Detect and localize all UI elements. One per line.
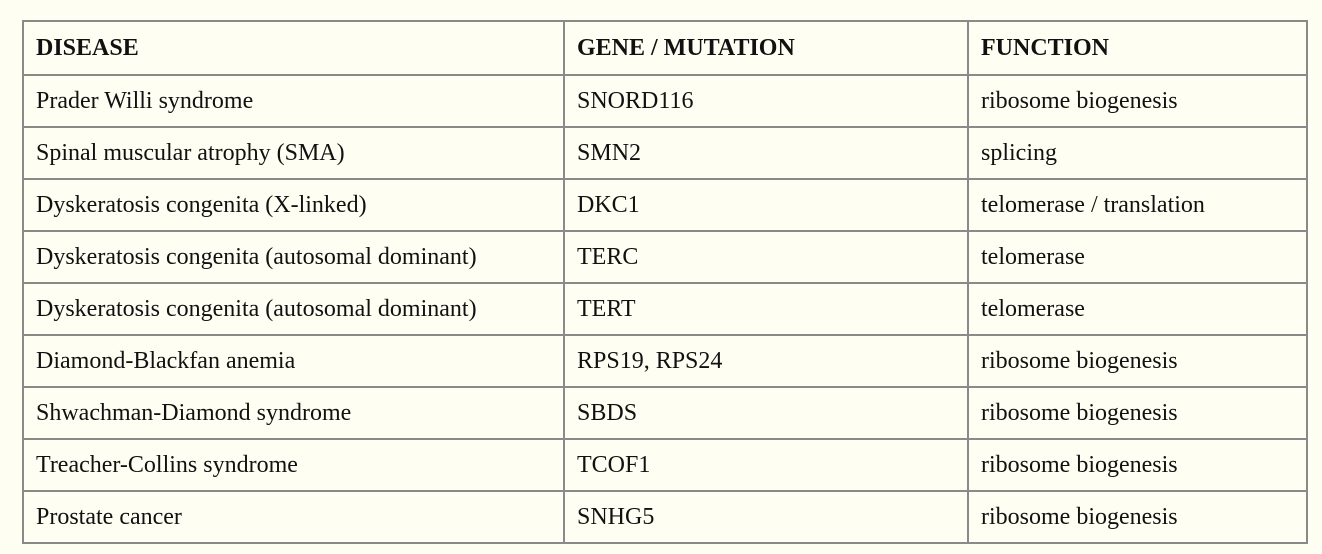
cell-disease: Prostate cancer bbox=[22, 490, 565, 544]
table-header-row: DISEASE GENE / MUTATION FUNCTION bbox=[22, 20, 1308, 76]
table-row: Shwachman-Diamond syndrome SBDS ribosome… bbox=[22, 386, 1308, 440]
table-row: Spinal muscular atrophy (SMA) SMN2 splic… bbox=[22, 126, 1308, 180]
table-row: Dyskeratosis congenita (autosomal domina… bbox=[22, 282, 1308, 336]
cell-function: telomerase bbox=[967, 282, 1308, 336]
cell-disease: Dyskeratosis congenita (autosomal domina… bbox=[22, 230, 565, 284]
cell-disease: Diamond-Blackfan anemia bbox=[22, 334, 565, 388]
cell-gene: SNORD116 bbox=[563, 74, 969, 128]
cell-disease: Treacher-Collins syndrome bbox=[22, 438, 565, 492]
table-row: Treacher-Collins syndrome TCOF1 ribosome… bbox=[22, 438, 1308, 492]
cell-disease: Dyskeratosis congenita (X-linked) bbox=[22, 178, 565, 232]
table-row: Dyskeratosis congenita (X-linked) DKC1 t… bbox=[22, 178, 1308, 232]
cell-function: ribosome biogenesis bbox=[967, 490, 1308, 544]
table-row: Prostate cancer SNHG5 ribosome biogenesi… bbox=[22, 490, 1308, 544]
cell-gene: SNHG5 bbox=[563, 490, 969, 544]
table-row: Prader Willi syndrome SNORD116 ribosome … bbox=[22, 74, 1308, 128]
cell-disease: Shwachman-Diamond syndrome bbox=[22, 386, 565, 440]
cell-function: ribosome biogenesis bbox=[967, 334, 1308, 388]
cell-disease: Spinal muscular atrophy (SMA) bbox=[22, 126, 565, 180]
cell-function: splicing bbox=[967, 126, 1308, 180]
cell-gene: SMN2 bbox=[563, 126, 969, 180]
cell-gene: RPS19, RPS24 bbox=[563, 334, 969, 388]
cell-function: ribosome biogenesis bbox=[967, 438, 1308, 492]
disease-table-container: DISEASE GENE / MUTATION FUNCTION Prader … bbox=[22, 20, 1308, 544]
cell-function: ribosome biogenesis bbox=[967, 74, 1308, 128]
header-disease: DISEASE bbox=[22, 20, 565, 76]
cell-function: telomerase bbox=[967, 230, 1308, 284]
cell-function: telomerase / translation bbox=[967, 178, 1308, 232]
cell-gene: TCOF1 bbox=[563, 438, 969, 492]
cell-gene: SBDS bbox=[563, 386, 969, 440]
header-function: FUNCTION bbox=[967, 20, 1308, 76]
cell-disease: Dyskeratosis congenita (autosomal domina… bbox=[22, 282, 565, 336]
cell-gene: DKC1 bbox=[563, 178, 969, 232]
table-row: Dyskeratosis congenita (autosomal domina… bbox=[22, 230, 1308, 284]
table-row: Diamond-Blackfan anemia RPS19, RPS24 rib… bbox=[22, 334, 1308, 388]
header-gene-mutation: GENE / MUTATION bbox=[563, 20, 969, 76]
cell-disease: Prader Willi syndrome bbox=[22, 74, 565, 128]
disease-gene-table: DISEASE GENE / MUTATION FUNCTION Prader … bbox=[22, 20, 1308, 544]
cell-gene: TERC bbox=[563, 230, 969, 284]
cell-function: ribosome biogenesis bbox=[967, 386, 1308, 440]
cell-gene: TERT bbox=[563, 282, 969, 336]
